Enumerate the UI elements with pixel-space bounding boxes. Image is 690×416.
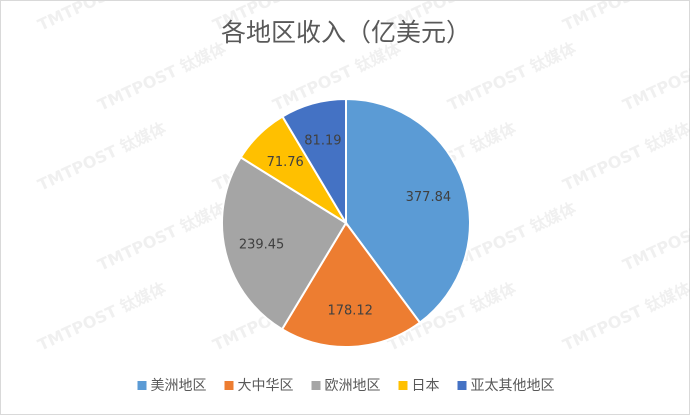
- data-label: 239.45: [239, 237, 285, 252]
- pie-slices: [221, 97, 471, 348]
- watermark-text: TMTPOST 钛媒体: [560, 278, 690, 354]
- watermark-text: TMTPOST 钛媒体: [620, 198, 690, 274]
- legend-item: 大中华区: [224, 378, 294, 394]
- legend-item: 美洲地区: [137, 378, 207, 394]
- data-label: 377.84: [406, 190, 452, 205]
- legend-label: 欧洲地区: [325, 378, 381, 394]
- legend-label: 亚太其他地区: [471, 378, 555, 394]
- legend-swatch: [311, 381, 321, 390]
- watermark-text: TMTPOST 钛媒体: [35, 1, 170, 35]
- legend-label: 美洲地区: [151, 378, 207, 394]
- legend-swatch: [224, 381, 234, 390]
- legend-label: 日本: [412, 378, 440, 394]
- pie-slice: [280, 221, 422, 348]
- legend: 美洲地区 大中华区 欧洲地区 日本 亚太其他地区: [137, 378, 555, 394]
- pie-slice: [345, 97, 471, 324]
- watermark-text: TMTPOST 钛媒体: [35, 278, 170, 354]
- legend-swatch: [457, 381, 467, 390]
- watermark-text: TMTPOST 钛媒体: [95, 38, 230, 114]
- pie-slice: [221, 156, 348, 331]
- legend-item: 欧洲地区: [311, 378, 381, 394]
- watermark-text: TMTPOST 钛媒体: [620, 38, 690, 114]
- legend-item: 日本: [398, 378, 440, 394]
- watermark-text: TMTPOST 钛媒体: [560, 118, 690, 194]
- pie-slice: [281, 97, 347, 227]
- legend-swatch: [398, 381, 408, 390]
- legend-swatch: [137, 381, 147, 390]
- data-label: 81.19: [304, 133, 341, 148]
- watermark-text: TMTPOST 钛媒体: [560, 1, 690, 35]
- watermark-text: TMTPOST 钛媒体: [35, 118, 170, 194]
- legend-item: 亚太其他地区: [457, 378, 555, 394]
- data-label: 71.76: [267, 155, 304, 170]
- watermark-text: TMTPOST 钛媒体: [95, 198, 230, 274]
- data-label: 178.12: [327, 304, 373, 319]
- legend-label: 大中华区: [238, 378, 294, 394]
- chart-title: 各地区收入（亿美元）: [221, 18, 471, 47]
- watermark-text: TMTPOST 钛媒体: [445, 38, 580, 114]
